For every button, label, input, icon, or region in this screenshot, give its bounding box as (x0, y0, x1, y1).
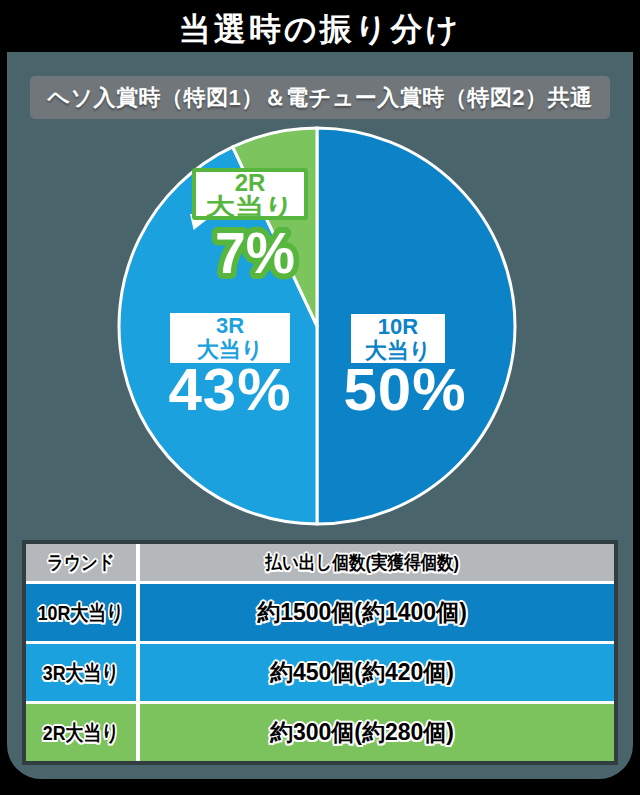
table-cell-payout: 約1500個(約1400個) (140, 584, 614, 641)
page-title: 当選時の振り分け (0, 8, 640, 52)
table-cell-payout: 約450個(約420個) (140, 644, 614, 701)
table-cell-payout: 約300個(約280個) (140, 704, 614, 761)
table-row-3r: 3R大当り 約450個(約420個) (26, 641, 614, 701)
table-cell-round: 3R大当り (26, 644, 140, 701)
table-header-row: ラウンド 払い出し個数(実獲得個数) (26, 544, 614, 581)
pie-label-2r-line1: 2R (235, 169, 266, 196)
table-row-10r: 10R大当り 約1500個(約1400個) (26, 581, 614, 641)
content-panel: ヘソ入賞時（特図1）＆電チュー入賞時（特図2）共通 2R 大当り 7% 3R 大… (7, 52, 633, 779)
table-row-2r: 2R大当り 約300個(約280個) (26, 701, 614, 761)
table-header-payout: 払い出し個数(実獲得個数) (140, 544, 614, 581)
pie-percent-10r: 50% (295, 357, 515, 423)
table-cell-round: 10R大当り (26, 584, 140, 641)
pie-percent-2r: 7% (165, 203, 345, 293)
pie-label-10r-line1: 10R (351, 315, 445, 339)
svg-text:7%: 7% (215, 220, 295, 285)
table-cell-round: 2R大当り (26, 704, 140, 761)
payout-table: ラウンド 払い出し個数(実獲得個数) 10R大当り 約1500個(約1400個)… (22, 540, 618, 765)
pie-label-3r-line1: 3R (170, 314, 290, 338)
table-header-round: ラウンド (26, 544, 140, 581)
subtitle-banner: ヘソ入賞時（特図1）＆電チュー入賞時（特図2）共通 (30, 76, 610, 119)
